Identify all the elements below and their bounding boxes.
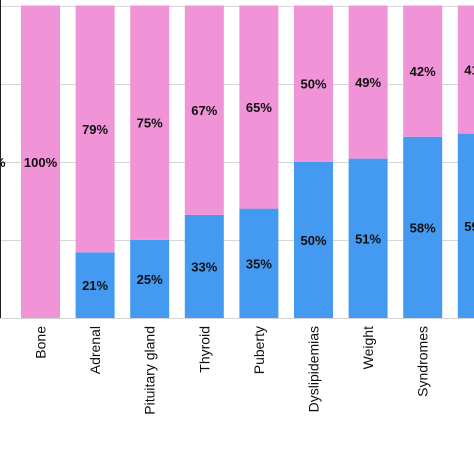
data-label-1-8: 41% [464,63,474,78]
bar-segment-0-8 [457,133,474,318]
bar-segment-0-4 [239,208,279,318]
x-tick-label-7: Syndromes [415,326,431,397]
x-tick-label-5: Dyslipidemias [306,326,322,412]
bar-segment-1-0 [21,5,60,318]
x-tick-label-1: Adrenal [87,326,103,374]
data-label-1-2: 75% [137,116,163,131]
x-tick-label-4: Puberty [251,326,267,374]
data-label-0-3: 33% [191,259,217,274]
data-label-1-4: 65% [246,100,272,115]
bar-segment-1-7 [403,5,443,137]
bar-segment-0-6 [348,158,388,318]
bar-segment-0-3 [184,214,224,318]
data-label-1-7: 42% [410,64,436,79]
bar-segment-1-3 [184,5,224,215]
data-label-1-6: 49% [355,75,381,90]
data-label-1-5: 50% [300,77,326,92]
x-tick-labels: Bone Adrenal Pituitary gland Thyroid Puberty… [33,326,431,415]
bar-segment-1-4 [239,5,279,209]
bar-segment-0-7 [403,136,443,318]
bar-segment-0-1 [75,252,115,318]
bar-segment-1-5 [294,5,333,162]
data-label-0-8: 59% [464,219,474,234]
x-tick-label-6: Weight [360,326,376,369]
x-tick-label-2: Pituitary gland [142,326,158,415]
data-label-1-1: 79% [82,122,108,137]
gridlines [0,6,474,319]
data-label-1-3: 67% [191,103,217,118]
x-tick-label-3: Thyroid [196,326,212,373]
data-label-0-2: 25% [137,272,163,287]
bar-segment-1-2 [130,5,170,240]
data-label-0-4: 35% [246,256,272,271]
data-label-0-1: 21% [82,278,108,293]
data-label-1-0: 100% [24,155,58,170]
data-labels: 100% 21% 79% 25% 75% 33% 67% 35% 65% 50% 50% 51% 49%… [0,63,474,294]
bar-segment-0-5 [294,161,333,318]
bar-segment-1-1 [75,5,115,253]
data-label-edge: % [0,155,6,170]
data-label-0-5: 50% [300,233,326,248]
bars [21,5,474,318]
x-tick-label-0: Bone [33,326,49,359]
bar-segment-1-8 [457,5,474,134]
bar-segment-0-2 [130,239,170,318]
data-label-0-6: 51% [355,231,381,246]
bar-segment-1-6 [348,5,388,159]
data-label-0-7: 58% [410,220,436,235]
